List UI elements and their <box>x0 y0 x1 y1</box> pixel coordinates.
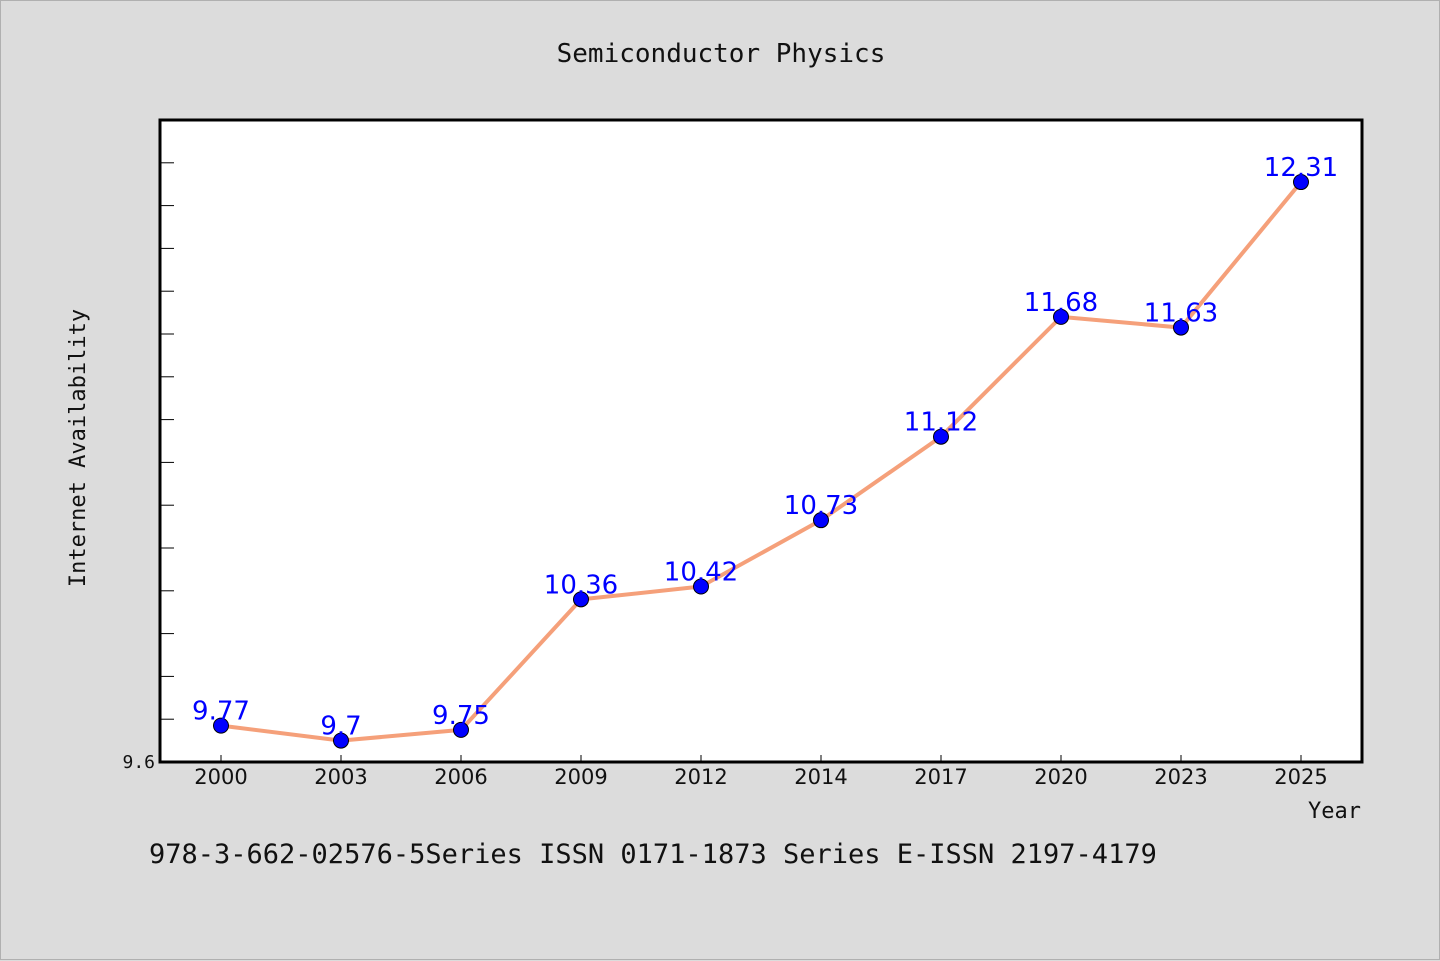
x-tick-label: 2014 <box>794 765 847 789</box>
data-label: 10.73 <box>784 491 858 521</box>
data-label: 10.42 <box>664 558 738 588</box>
data-label: 11.68 <box>1024 288 1098 318</box>
x-tick-label: 2006 <box>434 765 487 789</box>
data-point <box>573 591 589 608</box>
data-point <box>453 721 469 738</box>
x-tick-label: 2003 <box>314 765 367 789</box>
data-label: 11.12 <box>904 408 978 438</box>
x-tick-label: 2009 <box>554 765 607 789</box>
data-label: 11.63 <box>1144 299 1218 329</box>
data-point <box>1173 319 1189 336</box>
chart-title: Semiconductor Physics <box>557 39 886 69</box>
data-point <box>1293 174 1309 191</box>
x-tick-label: 2012 <box>674 765 727 789</box>
x-tick-label: 2020 <box>1034 765 1087 789</box>
y-tick-label: 9.6 <box>122 752 155 773</box>
data-point <box>693 578 709 595</box>
data-label: 12.31 <box>1264 153 1338 183</box>
x-tick-label: 2025 <box>1274 765 1327 789</box>
x-axis-label: Year <box>1308 799 1361 824</box>
plot-area <box>158 118 1364 764</box>
x-tick-label: 2000 <box>194 765 247 789</box>
data-point <box>333 732 349 749</box>
data-label: 10.36 <box>544 570 618 600</box>
footer-isbn-issn: 978-3-662-02576-5Series ISSN 0171-1873 S… <box>149 839 1157 870</box>
data-label: 9.7 <box>320 712 361 742</box>
data-point <box>813 512 829 529</box>
data-label: 9.77 <box>192 697 250 727</box>
x-tick-label: 2017 <box>914 765 967 789</box>
series-markers <box>213 174 1309 749</box>
data-point <box>213 717 229 734</box>
y-axis-label: Internet Availability <box>66 309 91 587</box>
x-axis-tick-labels: 2000 2003 2006 2009 2012 2014 2017 2020 2023 2025 <box>194 765 1327 789</box>
series-line <box>219 180 1303 743</box>
x-axis-ticks <box>220 755 1302 762</box>
y-axis-minor-ticks <box>160 162 174 720</box>
data-labels: 9.77 9.7 9.75 10.36 10.42 10.73 11.12 11.68 11.6… <box>192 153 1338 742</box>
x-tick-label: 2023 <box>1154 765 1207 789</box>
data-label: 9.75 <box>432 701 490 731</box>
data-point <box>933 428 949 445</box>
data-point <box>1053 308 1069 325</box>
